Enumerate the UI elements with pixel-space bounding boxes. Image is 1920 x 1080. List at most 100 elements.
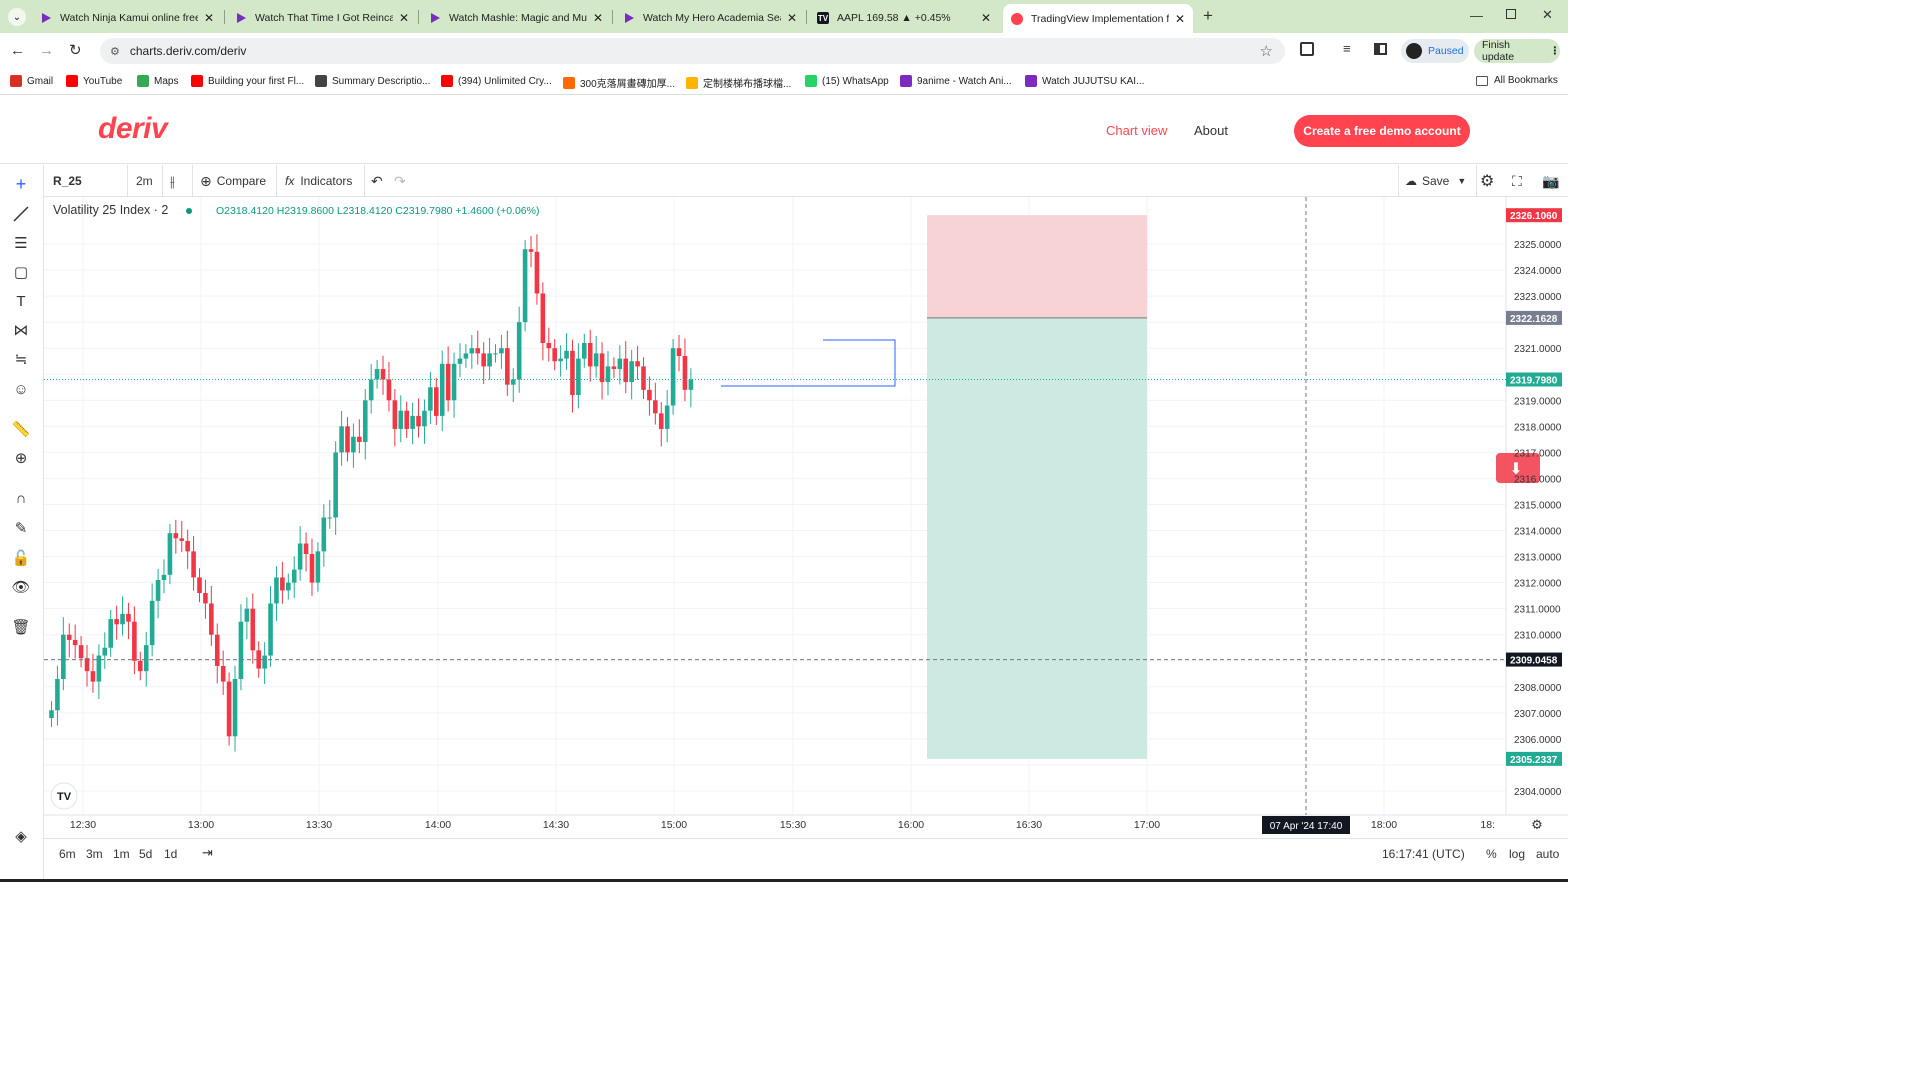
bookmark-favicon-icon — [563, 76, 575, 89]
profile-button[interactable]: Paused — [1401, 39, 1469, 63]
browser-tab[interactable]: Watch My Hero Academia Seas ✕ — [615, 4, 805, 32]
new-tab-button[interactable]: + — [1203, 6, 1213, 25]
address-bar[interactable]: ⚙ charts.deriv.com/deriv ☆ — [100, 38, 1285, 64]
candle-body — [149, 600, 155, 646]
reload-icon[interactable]: ↻ — [69, 42, 82, 59]
price-chart[interactable]: ⬇ TV 2325.0000 2324.0000 2323.0000 2321.0000… — [44, 197, 1568, 838]
candle-body — [268, 603, 273, 656]
browser-tab[interactable]: Watch That Time I Got Reincarn ✕ — [227, 4, 417, 32]
range-1m[interactable]: 1m — [113, 847, 130, 861]
bookmark-item[interactable]: 9anime - Watch Ani... — [900, 75, 1012, 87]
tab-close-icon[interactable]: ✕ — [1174, 11, 1185, 26]
save-button[interactable]: ☁ Save ▼ — [1405, 165, 1466, 197]
range-5d[interactable]: 5d — [139, 847, 153, 861]
minimize-icon[interactable]: — — [1470, 8, 1483, 23]
bookmark-item[interactable]: Maps — [137, 75, 178, 87]
bookmark-star-icon[interactable]: ☆ — [1259, 43, 1273, 60]
bookmark-item[interactable]: Summary Descriptio... — [315, 75, 430, 87]
crosshair-icon[interactable]: + — [15, 173, 27, 194]
nav-chart-view[interactable]: Chart view — [1106, 123, 1168, 138]
range-6m[interactable]: 6m — [59, 847, 76, 861]
bookmark-item[interactable]: Building your first Fl... — [191, 75, 304, 87]
magnet-icon[interactable]: ∩ — [15, 489, 27, 507]
restore-icon[interactable] — [1506, 9, 1516, 19]
tab-close-icon[interactable]: ✕ — [592, 11, 603, 25]
close-window-icon[interactable]: ✕ — [1542, 7, 1553, 22]
tab-close-icon[interactable]: ✕ — [980, 11, 991, 25]
price-axis[interactable]: 2325.0000 2324.0000 2323.0000 2321.0000 2319… — [1506, 208, 1562, 798]
ruler-icon[interactable]: 📏 — [11, 421, 31, 438]
save-label: Save — [1422, 174, 1450, 188]
nav-about[interactable]: About — [1194, 123, 1228, 138]
zoom-icon[interactable]: ⊕ — [14, 450, 28, 467]
bookmark-item[interactable]: YouTube — [66, 75, 122, 87]
candle-body — [516, 322, 522, 380]
long-position-tool[interactable] — [927, 215, 1147, 759]
tab-close-icon[interactable]: ✕ — [203, 11, 214, 25]
site-info-icon[interactable]: ⚙ — [110, 45, 120, 58]
tab-close-icon[interactable]: ✕ — [398, 11, 409, 25]
candle-body — [593, 353, 599, 367]
candle-body — [688, 379, 694, 390]
compare-button[interactable]: ⊕ Compare — [200, 165, 266, 197]
tab-search-icon[interactable]: ⌄ — [8, 8, 26, 26]
fib-icon[interactable]: ☰ — [14, 235, 28, 252]
range-3m[interactable]: 3m — [86, 847, 103, 861]
media-icon[interactable]: ≡ — [1343, 41, 1351, 56]
x-tick-label: 15:30 — [780, 819, 806, 831]
deriv-logo[interactable]: deriv — [98, 112, 168, 145]
emoji-icon[interactable]: ☺ — [13, 380, 29, 398]
open-value: O2318.4120 — [216, 205, 274, 217]
ohlc-values: O2318.4120 H2319.8600 L2318.4120 C2319.7… — [216, 205, 539, 217]
symbol-search[interactable]: R_25 — [53, 174, 82, 188]
bookmark-item[interactable]: (15) WhatsApp — [805, 75, 889, 87]
auto-toggle[interactable]: auto — [1536, 847, 1560, 861]
candle-body — [197, 577, 202, 594]
lock-icon[interactable]: 🔓 — [11, 550, 31, 567]
pattern-icon[interactable]: ⋈ — [13, 322, 29, 339]
candle-type-icon[interactable]: ⫲ — [170, 172, 175, 189]
interval-selector[interactable]: 2m — [136, 174, 153, 188]
percent-toggle[interactable]: % — [1486, 847, 1497, 861]
redo-icon[interactable]: ↷ — [394, 172, 406, 189]
goto-date-icon[interactable]: ⇥ — [202, 845, 213, 860]
forecast-icon[interactable]: ≒ — [14, 351, 28, 368]
time-axis[interactable]: 12:30 13:00 13:30 14:00 14:30 15:00 15:30 16:00… — [70, 816, 1543, 834]
finish-update-button[interactable]: Finish update ⋮ — [1474, 39, 1560, 63]
trash-icon[interactable]: 🗑 — [11, 619, 31, 636]
extensions-icon[interactable] — [1300, 42, 1314, 56]
trend-line-icon[interactable] — [10, 203, 32, 225]
utc-clock[interactable]: 16:17:41 (UTC) — [1382, 847, 1465, 861]
candle-body — [102, 647, 108, 656]
bookmark-item[interactable]: (394) Unlimited Cry... — [441, 75, 552, 87]
sidepanel-icon[interactable] — [1374, 43, 1387, 55]
forward-icon[interactable]: → — [39, 42, 54, 59]
back-icon[interactable]: ← — [10, 42, 25, 59]
tab-close-icon[interactable]: ✕ — [786, 11, 797, 25]
rectangle-icon[interactable]: ▢ — [13, 264, 29, 281]
browser-tab-active[interactable]: TradingView Implementation fo ✕ — [1003, 4, 1193, 33]
settings-icon[interactable]: ⚙ — [1480, 173, 1495, 190]
text-icon[interactable]: T — [16, 292, 26, 310]
create-demo-account-button[interactable]: Create a free demo account — [1294, 115, 1470, 147]
lock-drawing-icon[interactable]: ✎ — [14, 520, 28, 537]
range-1d[interactable]: 1d — [164, 847, 178, 861]
bookmark-item[interactable]: 300克落屑畫磚加厚... — [563, 75, 675, 90]
indicators-button[interactable]: fx Indicators — [285, 165, 352, 197]
layers-icon[interactable]: ◈ — [15, 828, 27, 845]
undo-icon[interactable]: ↶ — [371, 172, 383, 189]
tradingview-icon: TV — [817, 12, 829, 24]
bookmark-item[interactable]: Watch JUJUTSU KAI... — [1025, 75, 1144, 87]
camera-icon[interactable]: 📷 — [1542, 172, 1560, 189]
crosshair-time-label: 07 Apr '24 17:40 — [1270, 821, 1343, 832]
browser-tab[interactable]: TV AAPL 169.58 ▲ +0.45% ✕ — [809, 4, 999, 32]
divider — [162, 165, 163, 197]
bookmark-item[interactable]: Gmail — [10, 75, 53, 87]
eye-icon[interactable]: 👁 — [11, 579, 31, 596]
browser-tab[interactable]: Watch Mashle: Magic and Musc ✕ — [421, 4, 611, 32]
all-bookmarks[interactable]: All Bookmarks — [1476, 75, 1558, 86]
bookmark-item[interactable]: 定制楼梯布播球檔... — [686, 75, 791, 90]
log-toggle[interactable]: log — [1509, 847, 1526, 861]
browser-tab[interactable]: Watch Ninja Kamui online free ✕ — [32, 4, 222, 32]
fullscreen-icon[interactable]: ⛶ — [1512, 172, 1522, 189]
